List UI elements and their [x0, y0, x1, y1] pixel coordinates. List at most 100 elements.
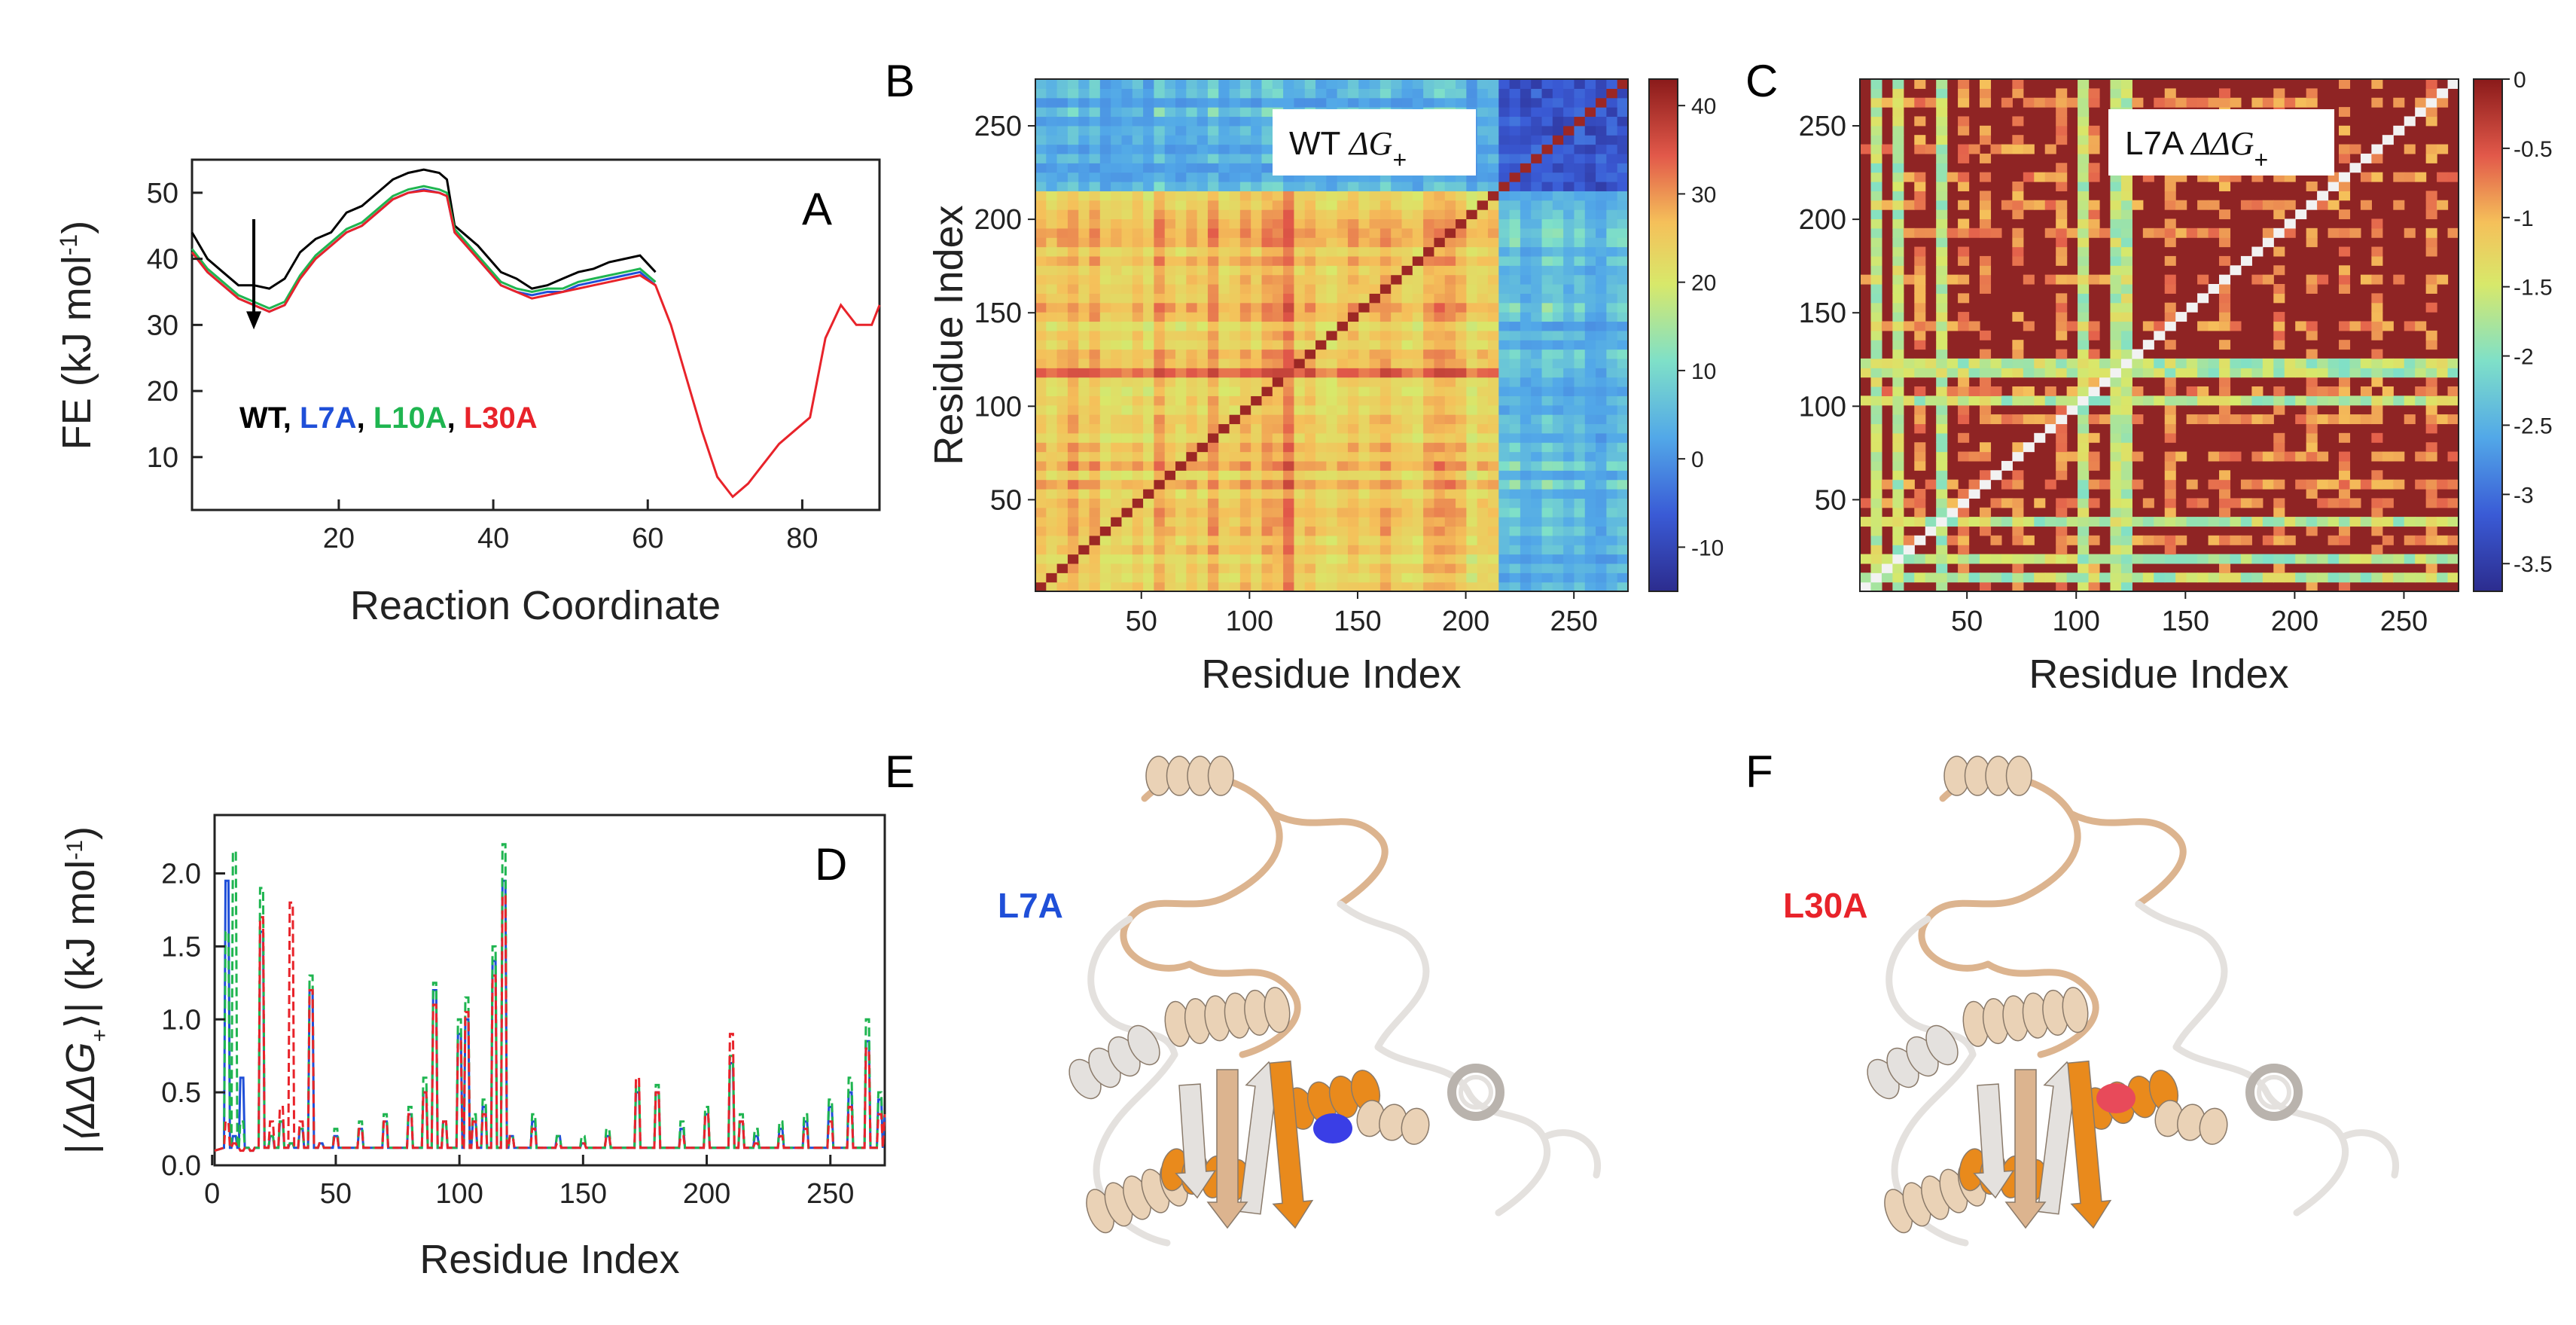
- heat-cell: [1563, 265, 1575, 276]
- heat-cell: [1584, 572, 1596, 583]
- heat-cell: [1903, 545, 1915, 555]
- protein-helix: [1356, 1100, 1430, 1145]
- heat-cell: [2360, 200, 2372, 210]
- heat-cell: [1239, 545, 1251, 555]
- heat-cell: [1197, 116, 1209, 127]
- heat-cell: [1239, 330, 1251, 340]
- heat-cell: [1099, 349, 1111, 359]
- heat-cell: [1218, 182, 1230, 191]
- heat-cell: [1401, 582, 1413, 592]
- heat-cell: [1164, 563, 1176, 573]
- heat-cell: [1584, 330, 1596, 340]
- heat-cell: [1870, 227, 1882, 238]
- heat-cell: [1067, 237, 1079, 248]
- heat-cell: [1078, 79, 1090, 89]
- heat-cell: [2078, 237, 2090, 248]
- heat-cell: [1272, 182, 1284, 191]
- heat-cell: [1914, 274, 1926, 285]
- heat-cell: [1498, 172, 1511, 182]
- heat-cell: [1143, 386, 1154, 396]
- heat-cell: [1358, 582, 1370, 592]
- heat-cell: [1067, 358, 1079, 368]
- heat-cell: [1099, 582, 1111, 592]
- heat-cell: [1239, 423, 1251, 434]
- heat-cell: [2262, 535, 2274, 545]
- heat-cell: [1358, 191, 1370, 201]
- heat-cell: [1617, 182, 1629, 191]
- heat-cell: [1229, 88, 1241, 99]
- heat-cell: [2034, 432, 2046, 443]
- heat-cell: [1606, 246, 1618, 257]
- heat-cell: [1175, 563, 1187, 573]
- heat-cell: [1239, 172, 1251, 182]
- heat-cell: [1261, 79, 1273, 89]
- heat-cell: [2425, 97, 2437, 108]
- heat-cell: [1261, 172, 1273, 182]
- heat-cell: [1218, 88, 1230, 99]
- heat-cell: [1294, 554, 1306, 564]
- heat-cell: [2230, 368, 2242, 378]
- heat-cell: [1326, 535, 1338, 545]
- heat-cell: [1326, 489, 1338, 499]
- heat-cell: [1892, 163, 1904, 173]
- heat-cell: [1078, 255, 1090, 266]
- heat-cell: [1444, 563, 1456, 573]
- heat-cell: [1444, 340, 1456, 350]
- heat-cell: [1860, 368, 1872, 378]
- heat-cell: [2154, 321, 2166, 331]
- heat-cell: [1870, 218, 1882, 229]
- heat-cell: [1067, 172, 1079, 182]
- heat-cell: [1369, 451, 1381, 462]
- heat-cell: [1164, 349, 1176, 359]
- heat-cell: [1584, 545, 1596, 555]
- heat-cell: [1099, 330, 1111, 340]
- heat-cell: [1121, 432, 1133, 443]
- heat-cell: [1078, 274, 1090, 285]
- heat-cell: [1046, 517, 1058, 527]
- heat-cell: [1574, 545, 1586, 555]
- heat-cell: [1164, 368, 1176, 378]
- heat-cell: [1294, 451, 1306, 462]
- heat-cell: [1531, 182, 1543, 191]
- heat-cell: [1391, 460, 1403, 471]
- heat-cell: [1596, 144, 1607, 154]
- heat-cell: [1218, 237, 1230, 248]
- heat-cell: [2328, 386, 2340, 396]
- heat-cell: [1056, 460, 1069, 471]
- heat-cell: [1541, 507, 1553, 517]
- heat-cell: [1197, 237, 1209, 248]
- heat-cell: [1143, 209, 1154, 220]
- heat-cell: [1980, 526, 1992, 536]
- heat-cell: [1936, 563, 1948, 573]
- heat-cell: [2110, 517, 2122, 527]
- heat-cell: [1207, 554, 1219, 564]
- heat-cell: [2447, 479, 2459, 490]
- heat-cell: [1046, 209, 1058, 220]
- heat-cell: [1294, 535, 1306, 545]
- heat-cell: [1936, 237, 1948, 248]
- heat-cell: [1239, 535, 1251, 545]
- heat-cell: [1498, 498, 1511, 508]
- heat-cell: [2328, 414, 2340, 425]
- heat-cell: [1531, 470, 1543, 481]
- heat-cell: [1487, 255, 1499, 266]
- curve-l7a: [191, 188, 657, 313]
- heat-cell: [1552, 312, 1564, 322]
- heat-cell: [2295, 97, 2307, 108]
- heat-cell: [1239, 442, 1251, 453]
- heat-cell: [2208, 414, 2220, 425]
- heat-cell: [1326, 321, 1338, 331]
- heat-cell: [1099, 79, 1111, 89]
- heat-cell: [1046, 349, 1058, 359]
- heat-cell: [1379, 209, 1392, 220]
- heat-cell: [1078, 191, 1090, 201]
- heat-cell: [1936, 507, 1948, 517]
- heat-cell: [1326, 274, 1338, 285]
- heat-cell: [1251, 563, 1263, 573]
- heat-cell: [2001, 97, 2013, 108]
- heat-cell: [2262, 451, 2274, 462]
- heat-cell: [1401, 88, 1413, 99]
- heat-cell: [1892, 489, 1904, 499]
- heat-cell: [1401, 182, 1413, 191]
- heat-cell: [1089, 489, 1101, 499]
